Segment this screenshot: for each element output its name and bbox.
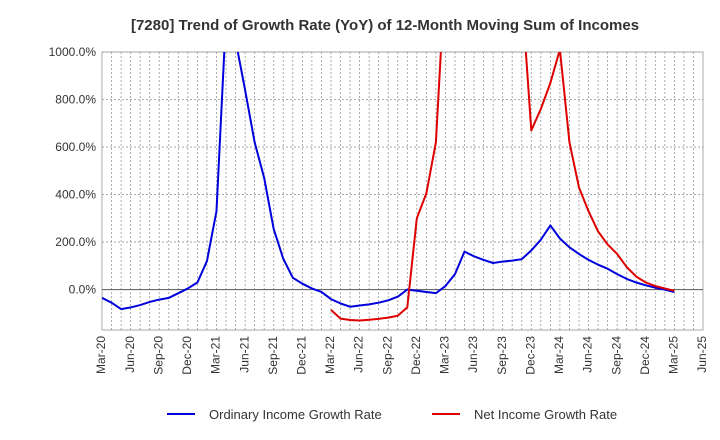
x-tick-label: Mar-22 (323, 336, 337, 374)
x-tick-label: Mar-24 (552, 336, 566, 374)
x-axis: Mar-20 Jun-20 Sep-20 Dec-20 Mar-21 Jun-21 Sep-… (94, 336, 709, 375)
x-tick-label: Jun-20 (123, 336, 137, 373)
x-tick-label: Dec-22 (409, 336, 423, 375)
y-tick-label: 0.0% (69, 283, 97, 297)
x-tick-label: Mar-23 (438, 336, 452, 374)
y-tick-label: 800.0% (55, 93, 96, 107)
legend: Ordinary Income Growth Rate Net Income Gr… (167, 407, 617, 422)
x-tick-label: Dec-20 (180, 336, 194, 375)
series-layer (102, 52, 675, 322)
x-tick-label: Sep-24 (609, 336, 623, 375)
x-tick-label: Dec-23 (523, 336, 537, 375)
grid-lines (102, 51, 703, 330)
x-tick-label: Jun-23 (466, 336, 480, 373)
x-tick-label: Jun-24 (581, 336, 595, 373)
x-tick-label: Mar-20 (94, 336, 108, 374)
y-tick-label: 1000.0% (49, 45, 97, 59)
series-line-2 (330, 52, 675, 322)
y-axis: 0.0% 200.0% 400.0% 600.0% 800.0% 1000.0% (49, 45, 97, 297)
x-tick-label: Dec-21 (295, 336, 309, 375)
chart-title: [7280] Trend of Growth Rate (YoY) of 12-… (131, 17, 639, 34)
x-tick-label: Sep-23 (495, 336, 509, 375)
y-tick-label: 600.0% (55, 140, 96, 154)
x-tick-label: Mar-21 (209, 336, 223, 374)
legend-label-1: Ordinary Income Growth Rate (209, 407, 382, 422)
x-tick-label: Jun-22 (352, 336, 366, 373)
x-tick-label: Sep-22 (380, 336, 394, 375)
x-tick-label: Mar-25 (667, 336, 681, 374)
x-tick-label: Jun-25 (695, 336, 709, 373)
x-tick-label: Dec-24 (638, 336, 652, 375)
x-tick-label: Sep-20 (151, 336, 165, 375)
plot-area (101, 51, 704, 331)
legend-label-2: Net Income Growth Rate (474, 407, 617, 422)
y-tick-label: 200.0% (55, 235, 96, 249)
x-tick-label: Jun-21 (237, 336, 251, 373)
x-tick-label: Sep-21 (266, 336, 280, 375)
series-line-1 (102, 52, 675, 311)
y-tick-label: 400.0% (55, 188, 96, 202)
